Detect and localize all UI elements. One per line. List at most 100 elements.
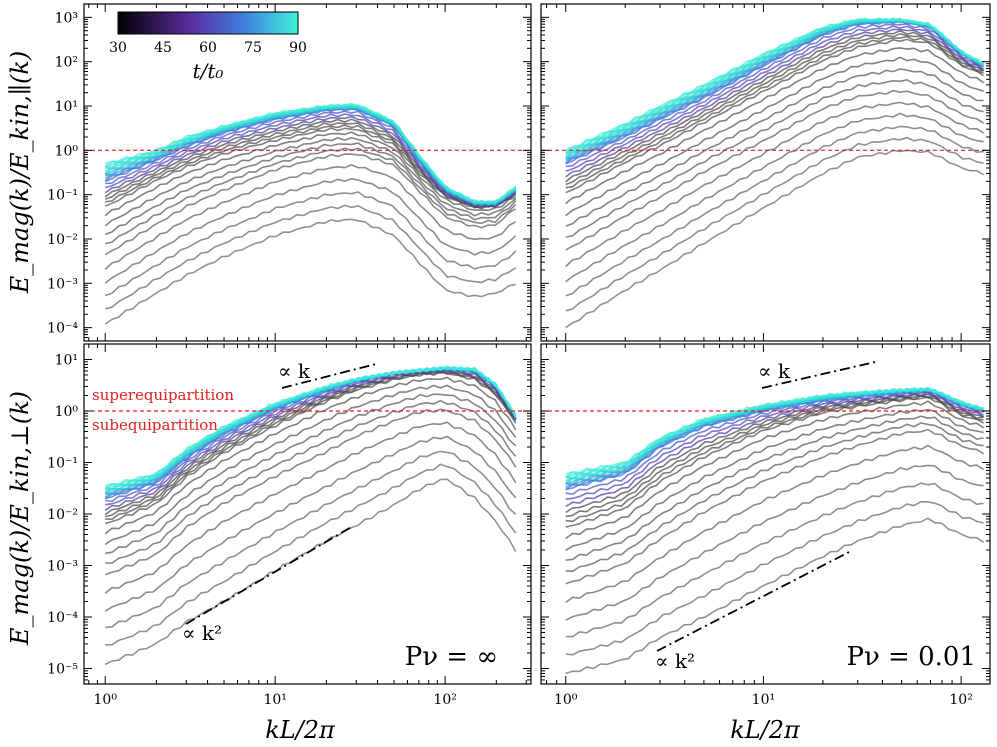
series-group	[104, 365, 517, 666]
spectrum-line	[565, 422, 984, 573]
y-tick-label: 10³	[55, 10, 78, 26]
slope-guide-line	[185, 525, 354, 625]
y-tick-label: 10⁻¹	[47, 456, 78, 472]
slope-k2-label-left: ∝ k²	[182, 621, 222, 645]
param-label-right: Pν = 0.01	[846, 642, 976, 672]
spectrum-line	[104, 435, 517, 612]
x-axis-label-right: kL/2π	[730, 716, 801, 744]
panel-bottom-right: 10⁰ 10¹ 10²	[540, 343, 991, 708]
spectrum-line	[565, 517, 985, 675]
y-tick-label: 10²	[55, 55, 78, 71]
spectrum-line	[565, 25, 985, 172]
spectrum-line	[565, 56, 984, 217]
y-tick-label: 10⁰	[55, 143, 79, 159]
spectrum-line	[105, 124, 517, 209]
spectrum-line	[565, 17, 985, 154]
y-tick-label: 10¹	[55, 353, 78, 369]
y-tick-label: 10⁻²	[47, 507, 78, 523]
y-tick-label: 10⁻³	[47, 558, 78, 574]
spectrum-line	[104, 478, 517, 666]
colorbar-tick: 75	[244, 40, 262, 56]
spectrum-line	[104, 376, 517, 535]
y-tick-label: 10⁻¹	[47, 188, 78, 204]
spectrum-line	[104, 384, 517, 546]
spectrum-line	[104, 366, 517, 487]
spectrum-line	[104, 421, 517, 595]
spectrum-line	[105, 147, 517, 245]
x-tick-label: 10²	[433, 692, 456, 708]
spectrum-line	[565, 68, 984, 227]
spectrum-line	[565, 47, 985, 205]
x-tick-label: 10²	[949, 692, 972, 708]
spectrum-line	[565, 400, 985, 540]
panel-frame	[83, 3, 532, 342]
superequipartition-label: superequipartition	[92, 386, 234, 404]
spectrum-line	[105, 463, 517, 646]
subequipartition-label: subequipartition	[92, 416, 218, 434]
spectrum-line	[565, 38, 985, 194]
spectrum-line	[105, 370, 517, 521]
spectrum-line	[105, 399, 517, 564]
spectrum-line	[104, 122, 517, 209]
slope-guide-line	[281, 363, 377, 389]
x-axis-label-left: kL/2π	[265, 716, 336, 744]
slope-k-label-right: ∝ k	[758, 359, 791, 383]
series-group	[104, 102, 517, 325]
y-tick-label: 10¹	[55, 99, 78, 115]
spectrum-line	[565, 35, 984, 189]
spectrum-line	[565, 408, 984, 551]
y-tick-label: 10⁰	[55, 404, 79, 420]
series-group	[565, 17, 985, 329]
spectrum-line	[104, 131, 516, 217]
slope-guide-line	[656, 550, 852, 652]
colorbar-label: t/t₀	[193, 59, 224, 83]
spectrum-line	[565, 500, 984, 656]
y-tick-label: 10⁻²	[47, 232, 78, 248]
spectrum-line	[104, 103, 517, 204]
spectrum-line	[565, 101, 985, 268]
colorbar-tick: 60	[199, 40, 217, 56]
spectrum-line	[105, 366, 517, 490]
spectrum-line	[565, 125, 984, 297]
spectrum-line	[104, 153, 517, 256]
spectrum-line	[565, 464, 984, 621]
spectrum-line	[565, 28, 985, 178]
spectrum-line	[104, 164, 517, 271]
colorbar-tick: 90	[289, 40, 307, 56]
spectrum-line	[104, 408, 517, 576]
panel-frame	[540, 3, 991, 342]
spectrum-line	[565, 415, 984, 561]
colorbar-tick: 45	[154, 40, 172, 56]
series-group	[565, 386, 985, 675]
colorbar-gradient	[117, 11, 299, 35]
panel-bottom-left: 10⁻⁵ 10⁻⁴ 10⁻³ 10⁻² 10⁻¹ 10⁰ 10¹ 10⁰ 10¹ 10²	[47, 343, 532, 708]
spectrum-line	[104, 177, 517, 284]
spectrum-line	[104, 204, 517, 310]
spectrum-line	[104, 191, 517, 297]
spectrum-line	[565, 23, 984, 168]
spectrum-line	[565, 29, 984, 183]
colorbar: 30 45 60 75 90 t/t₀	[109, 11, 307, 83]
y-axis-label-top: E_mag(k)/E_kin,∥(k)	[6, 51, 34, 294]
spectrum-line	[104, 136, 517, 227]
param-label-left: Pν = ∞	[405, 642, 498, 672]
spectrum-line	[105, 450, 517, 629]
panel-top-left: 10⁻⁴ 10⁻³ 10⁻² 10⁻¹ 10⁰ 10¹ 10² 10³	[47, 3, 532, 342]
spectrum-line	[565, 89, 985, 251]
x-tick-label: 10⁰	[554, 692, 578, 708]
spectrum-line	[565, 386, 985, 475]
spectrum-line	[104, 142, 517, 236]
slope-k-label-left: ∝ k	[278, 359, 311, 383]
spectrum-line	[565, 444, 985, 604]
spectrum-line	[565, 428, 985, 585]
spectrum-line	[105, 110, 517, 207]
y-tick-label: 10⁻⁴	[47, 321, 78, 337]
slope-k2-label-right: ∝ k²	[655, 649, 695, 673]
spectrum-line	[565, 17, 985, 152]
y-tick-label: 10⁻⁴	[47, 610, 78, 626]
x-tick-label: 10⁰	[94, 692, 118, 708]
spectrum-line	[565, 112, 984, 283]
y-tick-label: 10⁻³	[47, 276, 78, 292]
spectrum-line	[565, 78, 984, 238]
